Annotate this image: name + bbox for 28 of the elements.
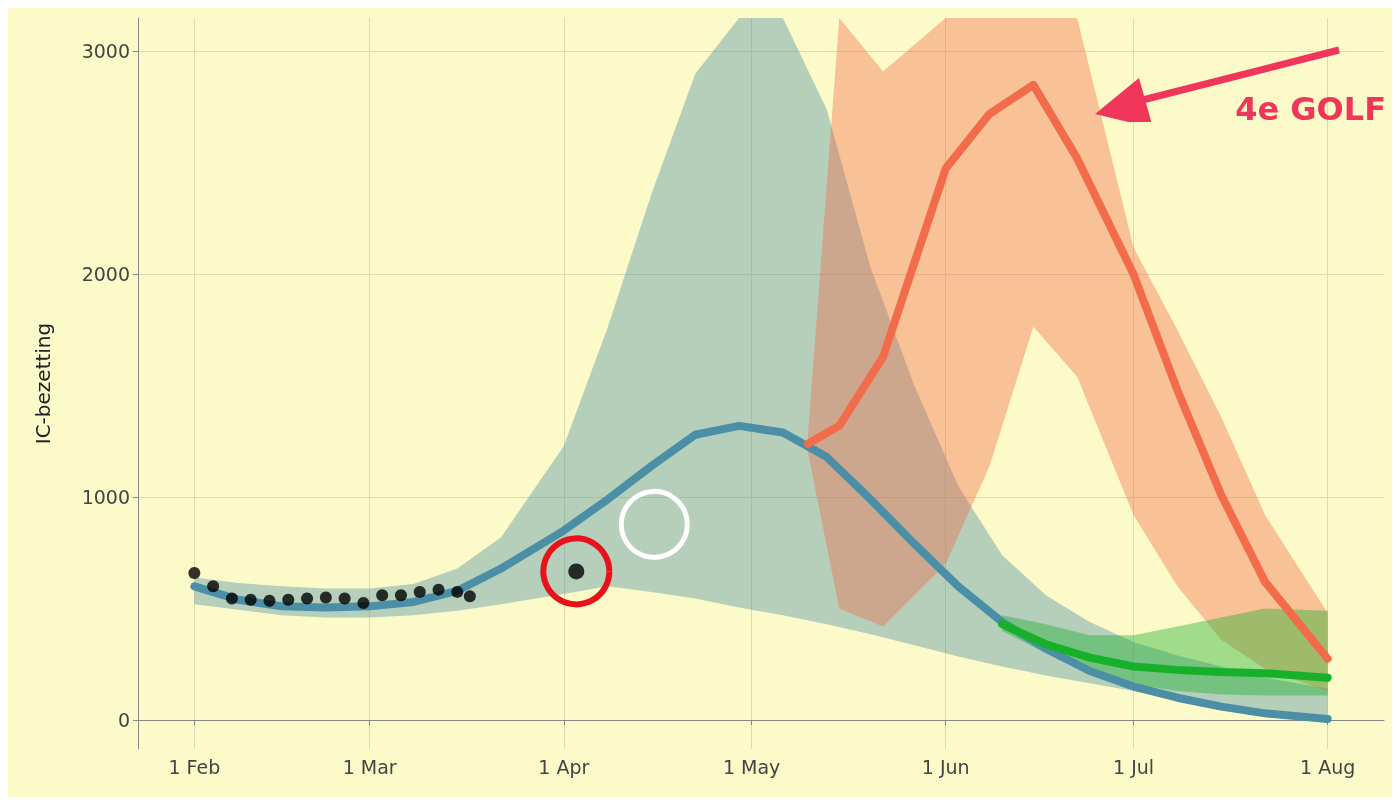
point bbox=[394, 589, 407, 602]
point bbox=[207, 580, 220, 593]
point bbox=[282, 593, 295, 606]
x-tick-label: 1 Jun bbox=[921, 755, 970, 778]
point bbox=[338, 592, 351, 605]
x-tick-label: 1 Apr bbox=[538, 755, 590, 778]
annotation: 4e GOLF bbox=[1235, 90, 1386, 128]
point bbox=[225, 592, 238, 605]
point bbox=[357, 597, 370, 610]
y-tick-label: 0 bbox=[117, 709, 130, 732]
point bbox=[432, 583, 445, 596]
y-tick-label: 1000 bbox=[81, 486, 130, 509]
point bbox=[244, 593, 257, 606]
point bbox=[451, 585, 464, 598]
y-tick-label: 3000 bbox=[81, 40, 130, 63]
point bbox=[263, 594, 276, 607]
x-tick-label: 1 Jul bbox=[1113, 755, 1155, 778]
point bbox=[413, 585, 426, 598]
x-tick-label: 1 Feb bbox=[168, 755, 221, 778]
point bbox=[301, 592, 314, 605]
x-tick-label: 1 Aug bbox=[1300, 755, 1356, 778]
x-tick-label: 1 May bbox=[722, 755, 781, 778]
point bbox=[188, 566, 201, 579]
point bbox=[376, 589, 389, 602]
point bbox=[319, 591, 332, 604]
y-axis-title: IC-bezetting bbox=[31, 322, 55, 445]
x-tick-label: 1 Mar bbox=[342, 755, 397, 778]
y-tick-label: 2000 bbox=[81, 263, 130, 286]
